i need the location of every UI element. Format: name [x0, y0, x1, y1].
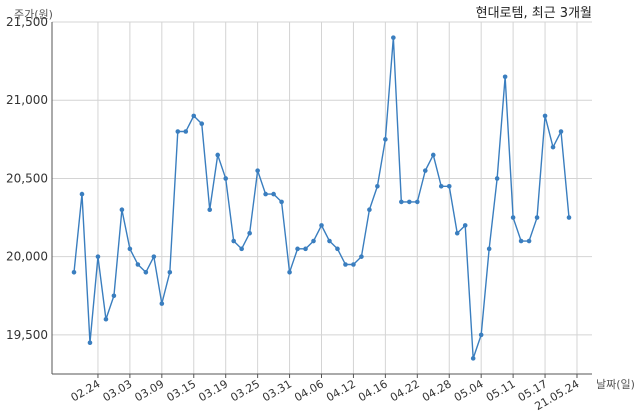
data-point [375, 183, 380, 189]
data-point [526, 238, 532, 244]
axes [51, 22, 592, 378]
data-point [542, 113, 548, 119]
data-point [215, 152, 221, 158]
data-point [207, 207, 213, 213]
data-point [407, 199, 412, 205]
data-point [231, 238, 236, 244]
data-point [103, 316, 109, 322]
grid-lines [52, 21, 592, 374]
data-point [191, 113, 197, 119]
data-point [151, 254, 157, 259]
data-point [335, 246, 340, 252]
data-point [247, 230, 252, 236]
data-point [295, 246, 300, 252]
x-axis-label: 날짜(일) [596, 377, 635, 391]
data-point [119, 207, 125, 213]
data-point [343, 262, 348, 267]
x-tick-label: 03.09 [133, 377, 167, 404]
data-point [383, 137, 388, 142]
data-point [566, 215, 572, 220]
data-point [167, 270, 173, 275]
y-tick-label: 20,000 [6, 250, 48, 264]
data-point [239, 246, 244, 252]
data-point [359, 254, 364, 259]
data-point [79, 191, 85, 197]
x-tick-label: 04.28 [420, 377, 454, 404]
data-point [550, 144, 556, 150]
data-point [271, 191, 276, 197]
x-tick-label: 03.15 [164, 377, 198, 404]
data-point [135, 262, 141, 267]
data-point [199, 121, 205, 126]
data-point [558, 129, 564, 134]
data-point [446, 183, 452, 189]
data-point [87, 340, 93, 346]
x-tick-label: 02.24 [69, 377, 103, 404]
x-tick-label: 04.12 [324, 377, 358, 404]
y-tick-label: 21,000 [6, 93, 48, 107]
x-tick-label: 03.25 [228, 377, 262, 404]
chart-title: 현대로템, 최근 3개월 [476, 6, 592, 21]
data-point [518, 238, 524, 244]
y-tick-label: 21,500 [6, 15, 48, 29]
data-point [159, 301, 165, 306]
data-point [319, 223, 324, 228]
data-point [534, 215, 540, 220]
data-point [263, 191, 268, 197]
data-point [175, 129, 181, 134]
y-tick-label: 20,500 [6, 171, 48, 185]
x-tick-label: 04.22 [388, 377, 422, 404]
data-point [454, 230, 460, 236]
x-tick-label: 03.19 [196, 377, 230, 404]
data-point [430, 152, 436, 158]
data-point [399, 199, 404, 205]
y-axis-label: 주가(원) [14, 8, 53, 21]
data-point [510, 215, 516, 220]
data-point [478, 332, 484, 338]
data-point [303, 246, 308, 252]
data-point [287, 270, 292, 275]
data-point [95, 254, 101, 259]
data-point [391, 35, 396, 40]
x-axis-ticks: 02.2403.0303.0903.1503.1903.2503.3104.06… [69, 377, 582, 413]
y-tick-label: 19,500 [6, 328, 48, 342]
data-point [415, 199, 420, 205]
data-point [470, 356, 476, 361]
data-point [502, 74, 508, 80]
data-point [351, 262, 356, 267]
data-point [438, 183, 444, 189]
data-point [462, 223, 468, 228]
price-points [71, 35, 572, 361]
data-point [279, 199, 284, 205]
data-point [127, 246, 133, 252]
data-point [111, 293, 117, 299]
data-point [327, 238, 332, 244]
x-tick-label: 03.03 [101, 377, 135, 404]
data-point [223, 176, 228, 181]
data-point [486, 246, 492, 252]
data-point [311, 238, 316, 244]
x-tick-label: 04.06 [292, 377, 326, 404]
data-point [71, 270, 77, 275]
y-axis-ticks: 19,500 20,000 20,500 21,000 21,500 [6, 15, 48, 342]
x-tick-label: 03.31 [260, 377, 294, 404]
data-point [422, 168, 428, 173]
x-tick-label: 05.11 [484, 377, 518, 404]
data-point [183, 129, 189, 134]
data-point [367, 207, 372, 213]
x-tick-label: 05.04 [452, 377, 486, 404]
data-point [494, 176, 500, 181]
x-tick-label: 04.16 [356, 377, 390, 404]
data-point [143, 270, 149, 275]
data-point [255, 168, 260, 173]
